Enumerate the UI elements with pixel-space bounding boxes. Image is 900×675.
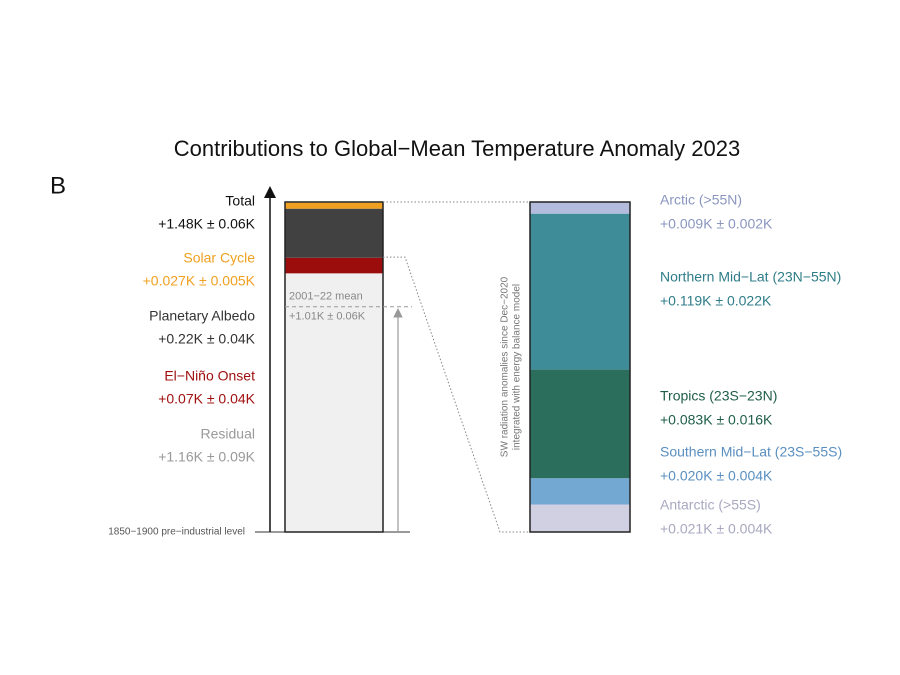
breakdown-value: +0.021K ± 0.004K — [660, 521, 773, 537]
breakdown-value: +0.083K ± 0.016K — [660, 412, 773, 428]
bar-segment — [285, 202, 383, 209]
total-name: Total — [225, 193, 255, 209]
breakdown-segment — [530, 202, 630, 214]
breakdown-segment — [530, 369, 630, 479]
chart-title: Contributions to Global−Mean Temperature… — [174, 136, 740, 161]
breakdown-segment — [530, 504, 630, 532]
total-value: +1.48K ± 0.06K — [158, 216, 255, 232]
breakdown-name: Arctic (>55N) — [660, 192, 742, 208]
bar-segment — [285, 273, 383, 532]
mean-value: +1.01K ± 0.06K — [289, 311, 366, 323]
bar-outline — [284, 201, 384, 533]
baseline-label: 1850−1900 pre−industrial level — [108, 527, 245, 538]
bar-segment — [285, 257, 383, 274]
breakdown-value: +0.119K ± 0.022K — [660, 293, 772, 309]
breakdown-value: +0.020K ± 0.004K — [660, 468, 773, 484]
legend-name: Planetary Albedo — [149, 308, 255, 324]
breakdown-segment — [530, 213, 630, 370]
legend-value: +1.16K ± 0.09K — [158, 449, 255, 465]
legend-name: El−Niño Onset — [164, 368, 255, 384]
panel-label: B — [50, 172, 66, 199]
breakdown-value: +0.009K ± 0.002K — [660, 216, 773, 232]
bar-segment — [285, 208, 383, 258]
legend-name: Solar Cycle — [183, 250, 255, 266]
legend-value: +0.027K ± 0.005K — [143, 273, 256, 289]
legend-name: Residual — [201, 426, 255, 442]
breakdown-axis-label: SW radiation anomalies since Dec−2020 — [500, 276, 511, 457]
breakdown-name: Tropics (23S−23N) — [660, 388, 777, 404]
breakdown-name: Antarctic (>55S) — [660, 497, 761, 513]
legend-value: +0.22K ± 0.04K — [158, 331, 255, 347]
breakdown-name: Southern Mid−Lat (23S−55S) — [660, 444, 842, 460]
mean-label: 2001−22 mean — [289, 291, 363, 303]
breakdown-segment — [530, 478, 630, 505]
breakdown-name: Northern Mid−Lat (23N−55N) — [660, 269, 841, 285]
legend-value: +0.07K ± 0.04K — [158, 391, 255, 407]
breakdown-axis-label: integrated with energy balance model — [512, 284, 523, 450]
breakdown-outline — [529, 201, 631, 533]
connector — [383, 256, 530, 533]
